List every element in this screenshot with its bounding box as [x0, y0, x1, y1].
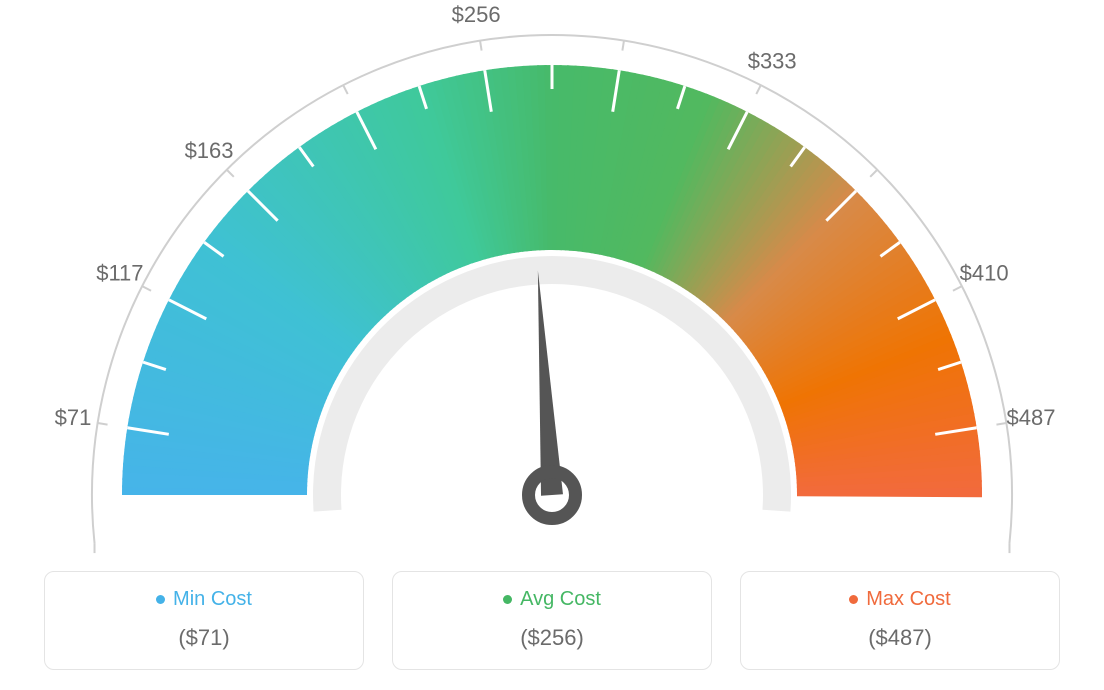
legend-card: Avg Cost ($256) — [392, 571, 712, 670]
legend-value: ($71) — [55, 625, 353, 651]
gauge-svg: $71 $117 $163 $256 $333 $410 $487 — [0, 0, 1104, 560]
legend-value: ($256) — [403, 625, 701, 651]
legend-label: Max Cost — [866, 588, 950, 611]
gauge-tick-label: $163 — [185, 138, 234, 163]
gauge-tick-label: $333 — [748, 49, 797, 74]
gauge-tick-label: $117 — [96, 261, 143, 286]
legend-title: Max Cost — [849, 588, 950, 611]
gauge-needle — [538, 270, 563, 495]
legend-value: ($487) — [751, 625, 1049, 651]
legend-dot-icon — [156, 595, 165, 604]
legend-dot-icon — [503, 595, 512, 604]
gauge-tick-label: $410 — [960, 261, 1009, 286]
legend-label: Min Cost — [173, 588, 252, 611]
gauge-container: $71 $117 $163 $256 $333 $410 $487 — [0, 0, 1104, 560]
legend-card: Min Cost ($71) — [44, 571, 364, 670]
legend-title: Avg Cost — [503, 588, 601, 611]
legend-title: Min Cost — [156, 588, 252, 611]
gauge-tick-label: $487 — [1007, 405, 1056, 430]
legend-card: Max Cost ($487) — [740, 571, 1060, 670]
gauge-tick-label: $71 — [55, 405, 92, 430]
legend-dot-icon — [849, 595, 858, 604]
legend-row: Min Cost ($71) Avg Cost ($256) Max Cost ($487… — [0, 571, 1104, 670]
gauge-tick-label: $256 — [452, 2, 501, 27]
legend-label: Avg Cost — [520, 588, 601, 611]
